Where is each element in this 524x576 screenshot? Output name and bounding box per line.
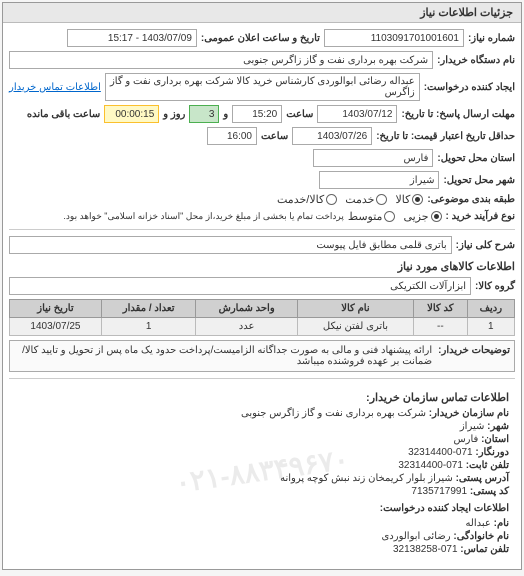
contact-city: شهر: شیراز — [15, 421, 509, 432]
table-header-cell: نام کالا — [297, 300, 413, 318]
contact-org: نام سازمان خریدار: شرکت بهره برداری نفت … — [15, 408, 509, 419]
radio-icon — [326, 194, 337, 205]
notes-text: ارائه پیشنهاد فنی و مالی به صورت جداگانه… — [14, 345, 432, 367]
row-province: استان محل تحویل: فارس — [9, 149, 515, 167]
creator-field: عبداله رضائی ابوالوردی کارشناس خرید کالا… — [105, 73, 420, 101]
pub-datetime-label: تاریخ و ساعت اعلان عمومی: — [201, 33, 320, 44]
radio-icon — [412, 194, 423, 205]
group-field: ابزارآلات الکتریکی — [9, 277, 471, 295]
remaining-time-field: 00:00:15 — [104, 105, 159, 123]
req-no-label: شماره نیاز: — [468, 33, 515, 44]
table-header-cell: ردیف — [467, 300, 514, 318]
province-label: استان محل تحویل: — [437, 153, 515, 164]
days-field: 3 — [189, 105, 219, 123]
table-cell: عدد — [196, 318, 298, 336]
table-cell: 1 — [467, 318, 514, 336]
contact-phone: تلفن ثابت: 071-32314400 — [15, 460, 509, 471]
buyer-field: شرکت بهره برداری نفت و گاز زاگرس جنوبی — [9, 51, 433, 69]
notes-label: توضیحات خریدار: — [432, 345, 510, 367]
table-header-cell: تعداد / مقدار — [101, 300, 195, 318]
contact-postal: کد پستی: 7135717991 — [15, 486, 509, 497]
table-row: 1--باتری لفتن نیکلعدد11403/07/25 — [10, 318, 515, 336]
row-process: نوع فرآیند خرید : جزیی متوسط پرداخت تمام … — [9, 210, 515, 223]
items-table: ردیفکد کالانام کالاواحد شمارشتعداد / مقد… — [9, 299, 515, 336]
contact-fax: دورنگار: 071-32314400 — [15, 447, 509, 458]
deadline-time-field: 15:20 — [232, 105, 282, 123]
radio-label: متوسط — [348, 210, 383, 223]
validity-time-field: 16:00 — [207, 127, 257, 145]
package-option-1[interactable]: خدمت — [345, 193, 387, 206]
table-cell: 1 — [101, 318, 195, 336]
creator-section-title: اطلاعات ایجاد کننده درخواست: — [15, 503, 509, 514]
remaining-label: ساعت باقی مانده — [27, 109, 100, 120]
row-validity: حداقل تاریخ اعتبار قیمت: تا تاریخ: 1403/… — [9, 127, 515, 145]
deadline-date-field: 1403/07/12 — [317, 105, 397, 123]
summary-label: شرح کلی نیاز: — [456, 240, 515, 251]
radio-label: خدمت — [345, 193, 374, 206]
package-radio-group: کالا خدمت کالا/خدمت — [277, 193, 423, 206]
contact-section: ۰۲۱-۸۸۳۴۹۶۷۰ اطلاعات تماس سازمان خریدار:… — [9, 378, 515, 563]
radio-icon — [376, 194, 387, 205]
row-group: گروه کالا: ابزارآلات الکتریکی — [9, 277, 515, 295]
city-label: شهر محل تحویل: — [443, 175, 515, 186]
city-field: شیراز — [319, 171, 439, 189]
contact-section-title: اطلاعات تماس سازمان خریدار: — [15, 391, 509, 404]
radio-label: کالا — [395, 193, 410, 206]
days-label: روز و — [163, 109, 185, 120]
creator-label: ایجاد کننده درخواست: — [424, 82, 515, 93]
radio-label: کالا/خدمت — [277, 193, 324, 206]
panel-title: جزئیات اطلاعات نیاز — [3, 3, 521, 23]
and-label: و — [223, 109, 228, 120]
main-panel: جزئیات اطلاعات نیاز شماره نیاز: 11030917… — [2, 2, 522, 570]
table-header-cell: کد کالا — [414, 300, 468, 318]
pub-datetime-field: 1403/07/09 - 15:17 — [67, 29, 197, 47]
time-label-2: ساعت — [261, 131, 288, 142]
row-buyer: نام دستگاه خریدار: شرکت بهره برداری نفت … — [9, 51, 515, 69]
table-header-cell: واحد شمارش — [196, 300, 298, 318]
contact-creator-phone: تلفن تماس: 071-32138258 — [15, 544, 509, 555]
row-package: طبقه بندی موضوعی: کالا خدمت کالا/خدمت — [9, 193, 515, 206]
table-cell: باتری لفتن نیکل — [297, 318, 413, 336]
radio-icon — [384, 211, 395, 222]
deadline-label: مهلت ارسال پاسخ: تا تاریخ: — [401, 109, 515, 120]
contact-address: آدرس پستی: شیراز بلوار کریمخان زند نبش ک… — [15, 473, 509, 484]
validity-date-field: 1403/07/26 — [292, 127, 372, 145]
table-header-row: ردیفکد کالانام کالاواحد شمارشتعداد / مقد… — [10, 300, 515, 318]
group-label: گروه کالا: — [475, 281, 515, 292]
table-header-cell: تاریخ نیاز — [10, 300, 102, 318]
row-req-no: شماره نیاز: 1103091701001601 تاریخ و ساع… — [9, 29, 515, 47]
package-option-2[interactable]: کالا/خدمت — [277, 193, 337, 206]
process-label: نوع فرآیند خرید : — [446, 211, 515, 222]
radio-icon — [431, 211, 442, 222]
process-option-1[interactable]: متوسط — [348, 210, 396, 223]
row-summary: شرح کلی نیاز: باتری قلمی مطابق فایل پیوس… — [9, 236, 515, 254]
row-city: شهر محل تحویل: شیراز — [9, 171, 515, 189]
radio-label: جزیی — [403, 210, 428, 223]
process-radio-group: جزیی متوسط — [348, 210, 442, 223]
items-section-title: اطلاعات کالاهای مورد نیاز — [9, 260, 515, 273]
notes-box: توضیحات خریدار: ارائه پیشنهاد فنی و مالی… — [9, 340, 515, 372]
table-cell: -- — [414, 318, 468, 336]
row-deadline: مهلت ارسال پاسخ: تا تاریخ: 1403/07/12 سا… — [9, 105, 515, 123]
process-option-0[interactable]: جزیی — [403, 210, 441, 223]
package-label: طبقه بندی موضوعی: — [427, 194, 515, 205]
contact-province: استان: فارس — [15, 434, 509, 445]
buyer-label: نام دستگاه خریدار: — [437, 55, 515, 66]
contact-lastname: نام خانوادگی: رضائی ابوالوردی — [15, 531, 509, 542]
validity-label: حداقل تاریخ اعتبار قیمت: تا تاریخ: — [376, 131, 515, 142]
req-no-field: 1103091701001601 — [324, 29, 464, 47]
contact-link[interactable]: اطلاعات تماس خریدار — [9, 82, 101, 93]
process-note: پرداخت تمام یا بخشی از مبلغ خرید،از محل … — [63, 211, 343, 222]
panel-body: شماره نیاز: 1103091701001601 تاریخ و ساع… — [3, 23, 521, 569]
package-option-0[interactable]: کالا — [395, 193, 423, 206]
province-field: فارس — [313, 149, 433, 167]
summary-field: باتری قلمی مطابق فایل پیوست — [9, 236, 452, 254]
row-creator: ایجاد کننده درخواست: عبداله رضائی ابوالو… — [9, 73, 515, 101]
time-label-1: ساعت — [286, 109, 313, 120]
contact-name: نام: عبداله — [15, 518, 509, 529]
table-cell: 1403/07/25 — [10, 318, 102, 336]
